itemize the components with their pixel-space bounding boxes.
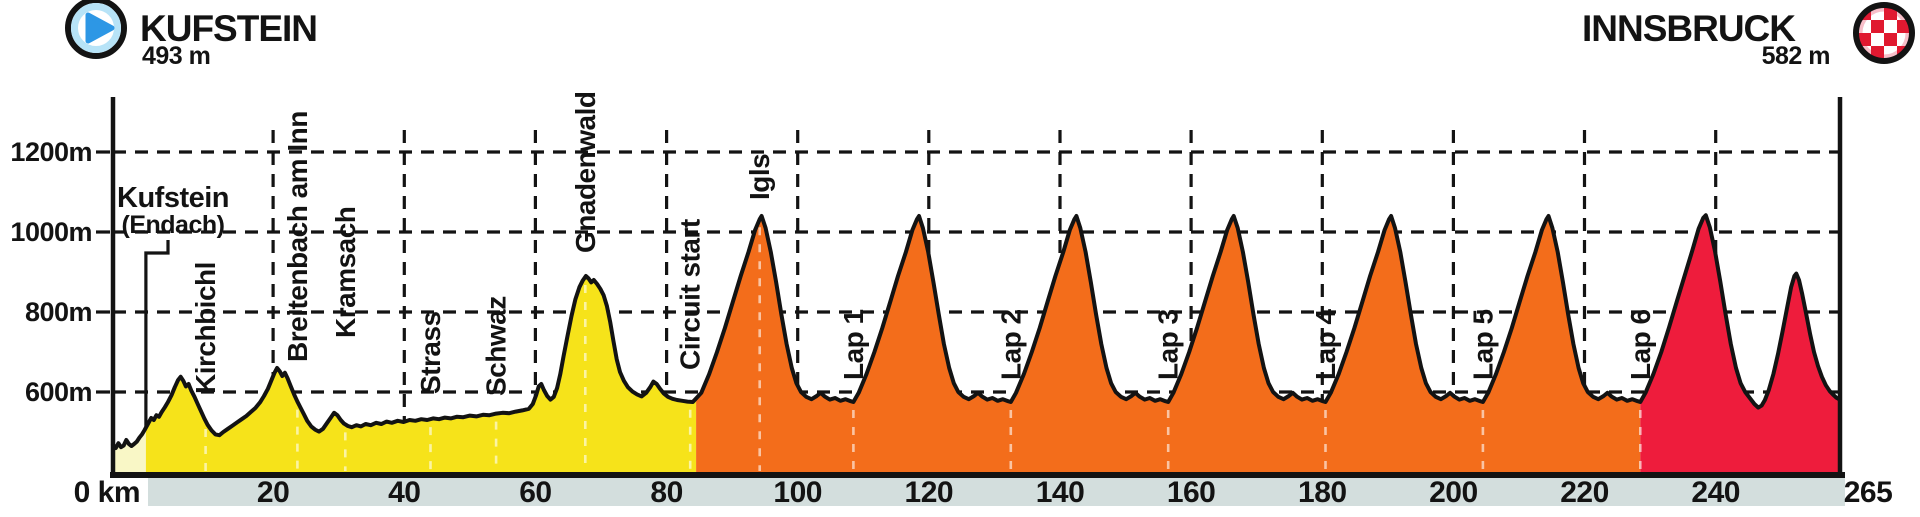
x-tick-label-200: 200 bbox=[1429, 476, 1478, 509]
x-tick-label-end: 265 bbox=[1844, 476, 1893, 509]
plot-area: 600m 800m 1000m 1200m 0 km 20 40 60 80 100 120 140 1… bbox=[10, 92, 1892, 509]
x-tick-label-0: 0 km bbox=[74, 476, 140, 509]
marker-label-breitenbach-am-inn: Breitenbach am Inn bbox=[282, 111, 313, 362]
marker-label-lap-3: Lap 3 bbox=[1153, 309, 1184, 380]
finish-location-name: INNSBRUCK bbox=[1582, 8, 1796, 49]
finish-checkered-icon bbox=[1853, 2, 1915, 64]
marker-label-strass: Strass bbox=[415, 311, 446, 394]
marker-label-lap-6: Lap 6 bbox=[1625, 309, 1656, 380]
marker-label-igls: Igls bbox=[744, 154, 775, 200]
elevation-outline bbox=[111, 213, 1841, 450]
x-tick-label-160: 160 bbox=[1167, 476, 1216, 509]
finish-icon-ring bbox=[1853, 2, 1915, 64]
x-tick-label-80: 80 bbox=[650, 476, 682, 509]
marker-label-kirchbichl: Kirchbichl bbox=[190, 262, 221, 394]
x-tick-label-120: 120 bbox=[905, 476, 954, 509]
segment-fill-valley-stage bbox=[145, 276, 697, 475]
start-location-name: KUFSTEIN bbox=[140, 8, 317, 49]
marker-label-lap-4: Lap 4 bbox=[1310, 308, 1341, 380]
y-tick-label-600: 600m bbox=[25, 377, 92, 407]
x-tick-label-40: 40 bbox=[388, 476, 420, 509]
y-tick-label-800: 800m bbox=[25, 297, 92, 327]
segment-fill-final-lap bbox=[1640, 215, 1839, 475]
y-tick-label-1200: 1200m bbox=[10, 137, 92, 167]
marker-label-lap-2: Lap 2 bbox=[995, 309, 1026, 380]
x-tick-label-60: 60 bbox=[519, 476, 551, 509]
segment-fill-neutral bbox=[113, 427, 146, 475]
marker-label-lap-5: Lap 5 bbox=[1467, 309, 1498, 380]
start-location-elevation: 493 m bbox=[142, 42, 210, 70]
km-strip bbox=[148, 478, 1845, 506]
x-tick-label-180: 180 bbox=[1298, 476, 1347, 509]
marker-label-circuit-start: Circuit start bbox=[675, 219, 706, 370]
callout-pointer-line bbox=[144, 240, 170, 427]
callout-line2: (Endach) bbox=[122, 211, 225, 239]
y-tick-label-1000: 1000m bbox=[10, 217, 92, 247]
marker-label-gnadenwald: Gnadenwald bbox=[570, 92, 601, 253]
callout-line1: Kufstein bbox=[117, 182, 229, 214]
x-tick-label-100: 100 bbox=[773, 476, 822, 509]
x-tick-label-220: 220 bbox=[1560, 476, 1609, 509]
x-tick-label-140: 140 bbox=[1036, 476, 1085, 509]
x-tick-label-20: 20 bbox=[257, 476, 289, 509]
play-triangle-icon bbox=[85, 12, 115, 44]
marker-label-lap-1: Lap 1 bbox=[838, 309, 869, 380]
start-play-icon bbox=[65, 0, 127, 59]
x-tick-label-240: 240 bbox=[1691, 476, 1740, 509]
finish-location-elevation: 582 m bbox=[1762, 42, 1830, 70]
marker-label-kramsach: Kramsach bbox=[330, 207, 361, 338]
marker-label-schwaz: Schwaz bbox=[481, 296, 512, 396]
